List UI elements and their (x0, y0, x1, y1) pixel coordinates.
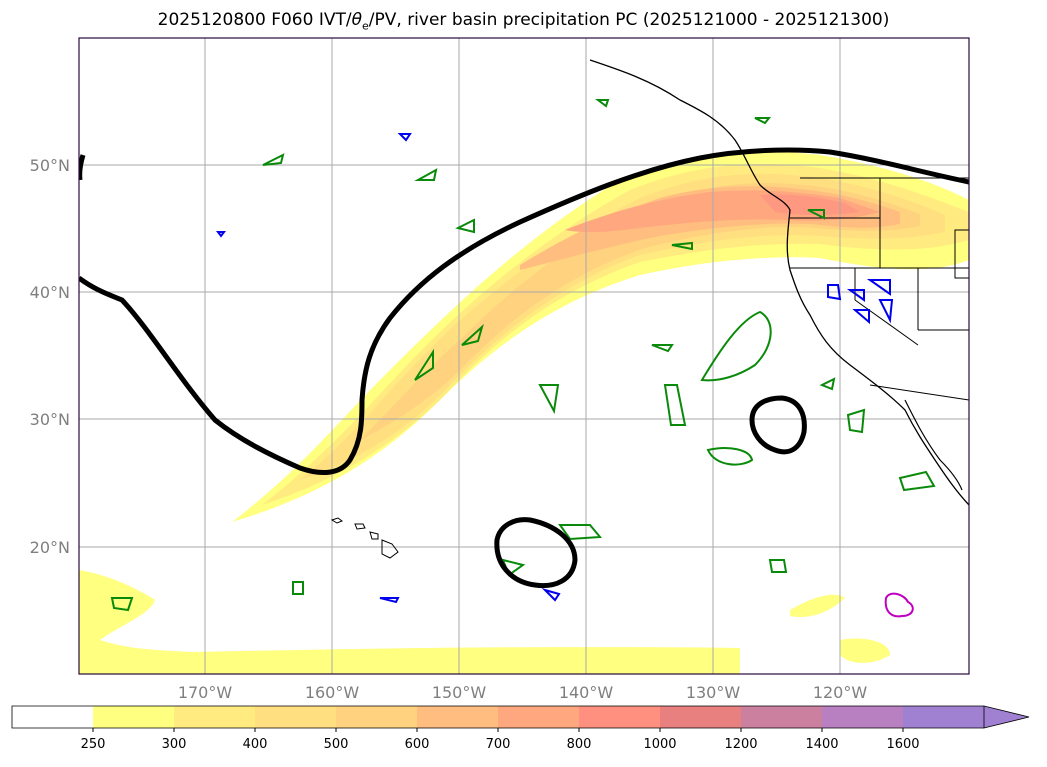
colorbar-segment (903, 706, 985, 728)
lat-label-30: 30°N (30, 410, 70, 429)
map-title: 2025120800 F060 IVT/θe/PV, river basin p… (157, 10, 890, 33)
map-frame (78, 37, 970, 675)
coastline (589, 59, 969, 506)
colorbar-tick-label: 1600 (886, 737, 919, 752)
baja-coast (904, 399, 963, 491)
ivt-blob-sw (79, 570, 740, 674)
hawaii-islands (330, 517, 399, 559)
colorbar-extend-arrow (983, 705, 1030, 729)
colorbar-tick-label: 800 (567, 737, 592, 752)
lon-label-130: 130°W (686, 683, 741, 702)
pv-closed-contour-2 (494, 517, 578, 589)
colorbar-tick-label: 1400 (805, 737, 838, 752)
colorbar-tick-label: 500 (324, 737, 349, 752)
ivt-band-800 (760, 194, 860, 215)
lat-label-20: 20°N (30, 538, 70, 557)
colorbar-segment (741, 706, 823, 728)
negative-contours (216, 133, 894, 604)
lon-label-140: 140°W (559, 683, 614, 702)
colorbar-tick-label: 600 (405, 737, 430, 752)
colorbar-tick-label: 700 (486, 737, 511, 752)
lon-label-150: 150°W (432, 683, 487, 702)
colorbar-segment (93, 706, 175, 728)
colorbar-tick-label: 1200 (724, 737, 757, 752)
colorbar-segment (579, 706, 661, 728)
lon-label-160: 160°W (305, 683, 360, 702)
pv-contours (110, 99, 936, 612)
ivt-blob-se (790, 594, 845, 618)
ivt-blob-se2 (840, 638, 890, 663)
state-borders (790, 177, 969, 401)
colorbar-segment (255, 706, 337, 728)
pv-edge-contour (79, 154, 86, 181)
colorbar-segment (12, 706, 94, 728)
colorbar-segment (498, 706, 580, 728)
magenta-contour (884, 592, 914, 618)
colorbar-tick-label: 1000 (643, 737, 676, 752)
colorbar-segment (417, 706, 499, 728)
lat-label-50: 50°N (30, 156, 70, 175)
colorbar: 250 300 400 500 600 700 800 1000 1200 1400 1600 (11, 705, 1030, 752)
colorbar-segment (336, 706, 418, 728)
graticule (79, 38, 969, 674)
colorbar-tick-label: 250 (81, 737, 106, 752)
colorbar-tick-label: 300 (162, 737, 187, 752)
lon-label-120: 120°W (813, 683, 868, 702)
pv-thick-contour (79, 147, 969, 475)
lat-label-40: 40°N (30, 283, 70, 302)
colorbar-tick-label: 400 (243, 737, 268, 752)
pv-closed-contour-1 (749, 395, 807, 455)
lon-label-170: 170°W (178, 683, 233, 702)
map-panel (79, 38, 969, 674)
colorbar-segment (174, 706, 256, 728)
colorbar-segment (660, 706, 742, 728)
ivt-band-250 (232, 151, 969, 522)
colorbar-segment (822, 706, 904, 728)
